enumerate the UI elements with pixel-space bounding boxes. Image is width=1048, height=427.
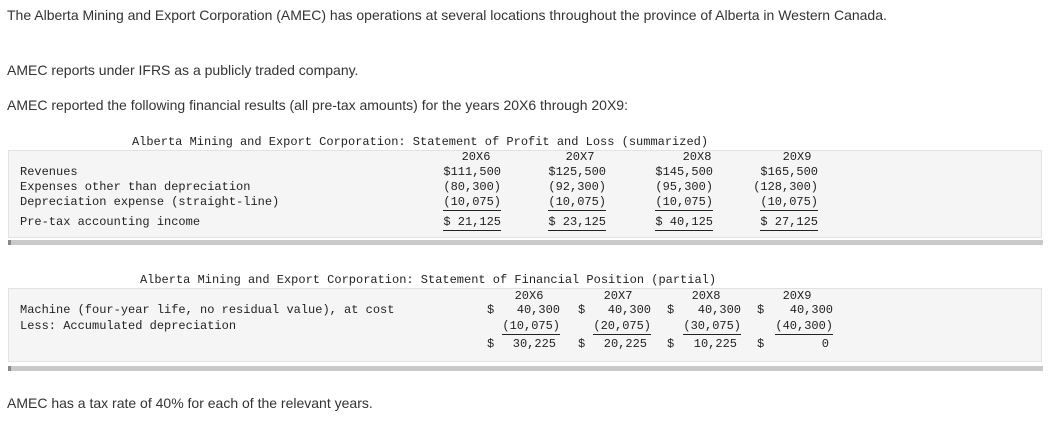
cell-value: (95,300) [655, 180, 713, 194]
cell-value: (80,300) [443, 180, 501, 194]
table-background [8, 150, 1042, 238]
currency-symbol: $ [487, 303, 495, 317]
cell-value: (10,075) [760, 195, 818, 211]
row-label: Expenses other than depreciation [20, 180, 251, 194]
table-divider [8, 240, 1043, 245]
total-value: 0 [821, 337, 829, 351]
row-label: Less: Accumulated depreciation [20, 319, 237, 333]
cell-value: 40,300 [697, 303, 741, 317]
cell-value: (128,300) [753, 180, 818, 194]
total-value: 20,225 [603, 337, 647, 351]
cell-value: $ 21,125 [443, 215, 501, 231]
cell-value: $ 27,125 [760, 215, 818, 231]
intro-paragraph: AMEC reported the following financial re… [7, 97, 628, 113]
cell-value: (30,075) [683, 319, 741, 335]
table-title: Alberta Mining and Export Corporation: S… [131, 135, 709, 149]
cell-value: 40,300 [607, 303, 651, 317]
intro-paragraph: AMEC reports under IFRS as a publicly tr… [7, 62, 359, 78]
currency-symbol: $ [667, 337, 675, 351]
cell-value: (10,075) [502, 319, 560, 335]
currency-symbol: $ [487, 337, 495, 351]
cell-value: 40,300 [789, 303, 833, 317]
footer-note: AMEC has a tax rate of 40% for each of t… [7, 395, 373, 411]
column-header: 20X8 [682, 150, 712, 164]
table-title: Alberta Mining and Export Corporation: S… [139, 273, 717, 287]
cell-value: (10,075) [548, 195, 606, 211]
currency-symbol: $ [578, 303, 586, 317]
cell-value: (92,300) [548, 180, 606, 194]
column-header: 20X7 [565, 150, 595, 164]
cell-value: $145,500 [655, 165, 713, 179]
currency-symbol: $ [757, 337, 765, 351]
cell-value: (10,075) [443, 195, 501, 211]
row-label: Machine (four-year life, no residual val… [20, 303, 395, 317]
row-label: Pre-tax accounting income [20, 215, 201, 229]
currency-symbol: $ [578, 337, 586, 351]
table-background [8, 288, 1042, 362]
cell-value: 40,300 [516, 303, 560, 317]
column-header: 20X6 [461, 150, 491, 164]
column-header: 20X9 [782, 150, 812, 164]
table-divider [8, 366, 1043, 371]
column-header: 20X6 [514, 289, 544, 303]
intro-paragraph: The Alberta Mining and Export Corporatio… [7, 7, 887, 23]
cell-value: $ 40,125 [655, 215, 713, 231]
column-header: 20X8 [691, 289, 721, 303]
column-header: 20X7 [603, 289, 633, 303]
row-label: Depreciation expense (straight-line) [20, 195, 280, 209]
cell-value: $111,500 [443, 165, 501, 179]
cell-value: (40,300) [775, 319, 833, 335]
cell-value: $ 23,125 [548, 215, 606, 231]
total-value: 10,225 [693, 337, 737, 351]
cell-value: (10,075) [655, 195, 713, 211]
total-value: 30,225 [512, 337, 556, 351]
currency-symbol: $ [667, 303, 675, 317]
column-header: 20X9 [782, 289, 812, 303]
currency-symbol: $ [757, 303, 765, 317]
cell-value: (20,075) [593, 319, 651, 335]
row-label: Revenues [20, 165, 78, 179]
cell-value: $165,500 [760, 165, 818, 179]
cell-value: $125,500 [548, 165, 606, 179]
